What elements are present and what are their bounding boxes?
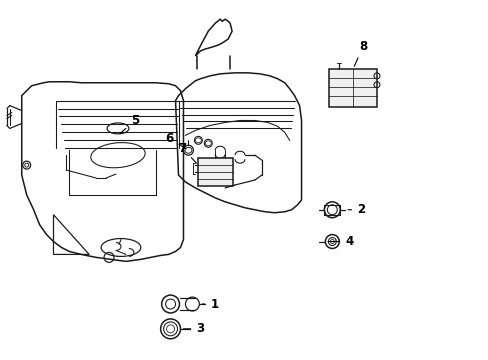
FancyBboxPatch shape xyxy=(328,69,376,107)
Text: 6: 6 xyxy=(165,132,186,149)
Text: 2: 2 xyxy=(347,203,365,216)
Text: 5: 5 xyxy=(120,114,139,134)
Text: 8: 8 xyxy=(353,40,366,66)
Text: 1: 1 xyxy=(202,297,218,311)
Text: 7: 7 xyxy=(178,142,196,163)
FancyBboxPatch shape xyxy=(198,158,233,186)
Text: 4: 4 xyxy=(327,235,353,248)
Text: 3: 3 xyxy=(183,322,204,336)
